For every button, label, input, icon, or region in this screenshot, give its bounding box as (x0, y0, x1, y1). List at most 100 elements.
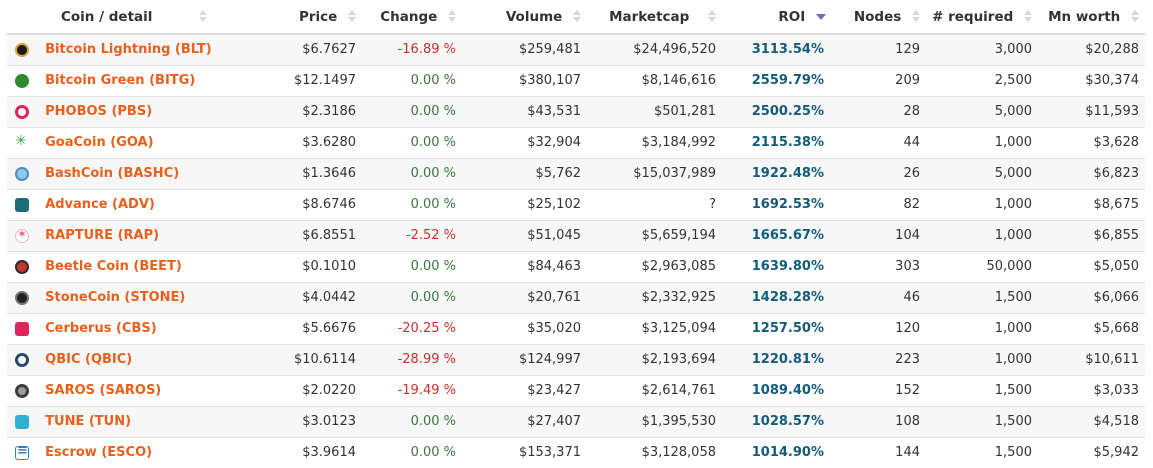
volume-cell: $153,371 (462, 436, 587, 468)
table-body: Bitcoin Lightning (BLT) $6.7627 -16.89 %… (7, 33, 1145, 468)
change-cell: 0.00 % (362, 436, 462, 468)
advance-icon (15, 197, 29, 212)
nodes-cell: 152 (830, 374, 926, 406)
change-cell: -2.52 % (362, 219, 462, 251)
coin-link[interactable]: GoaCoin (GOA) (45, 135, 154, 150)
column-header-volume[interactable]: Volume (462, 0, 587, 35)
nodes-cell: 129 (830, 33, 926, 65)
masternode-table: Coin / detail Price Change Volume Market… (7, 0, 1145, 468)
required-cell: 1,500 (926, 374, 1038, 406)
roi-cell: 1089.40% (722, 374, 830, 406)
column-header-volume-label: Volume (505, 8, 563, 25)
coin-cell: PHOBOS (PBS) (7, 95, 257, 127)
coin-link[interactable]: Bitcoin Lightning (BLT) (45, 42, 212, 58)
qbic-icon (15, 352, 29, 367)
roi-cell: 3113.54% (722, 33, 830, 65)
coin-link[interactable]: QBIC (QBIC) (45, 352, 133, 367)
roi-cell: 1014.90% (722, 436, 830, 468)
column-header-price[interactable]: Price (257, 0, 362, 35)
worth-cell: $4,518 (1038, 405, 1145, 437)
price-cell: $2.3186 (257, 95, 362, 127)
coin-cell: Bitcoin Green (BITG) (7, 64, 257, 96)
volume-cell: $20,761 (462, 281, 587, 313)
price-cell: $12.1497 (257, 64, 362, 96)
sort-icon (199, 10, 208, 23)
column-header-change[interactable]: Change (362, 0, 462, 35)
stonecoin-icon (15, 290, 29, 305)
marketcap-cell: ? (587, 188, 722, 220)
marketcap-cell: $2,614,761 (587, 374, 722, 406)
coin-link[interactable]: StoneCoin (STONE) (45, 290, 186, 305)
column-header-marketcap[interactable]: Marketcap (587, 0, 722, 35)
worth-cell: $30,374 (1038, 64, 1145, 96)
coin-link[interactable]: SAROS (SAROS) (45, 383, 162, 398)
marketcap-cell: $1,395,530 (587, 405, 722, 437)
marketcap-cell: $2,332,925 (587, 281, 722, 313)
roi-cell: 1220.81% (722, 343, 830, 375)
nodes-cell: 108 (830, 405, 926, 437)
roi-cell: 1028.57% (722, 405, 830, 437)
volume-cell: $5,762 (462, 157, 587, 189)
worth-cell: $6,823 (1038, 157, 1145, 189)
coin-link[interactable]: Bitcoin Green (BITG) (45, 73, 196, 88)
column-header-coin[interactable]: Coin / detail (7, 0, 257, 35)
coin-cell: StoneCoin (STONE) (7, 281, 257, 313)
column-header-roi[interactable]: ROI (722, 0, 830, 35)
worth-cell: $5,942 (1038, 436, 1145, 468)
coin-link[interactable]: Escrow (ESCO) (45, 445, 153, 461)
volume-cell: $380,107 (462, 64, 587, 96)
coin-link[interactable]: PHOBOS (PBS) (45, 104, 153, 119)
worth-cell: $6,066 (1038, 281, 1145, 313)
column-header-marketcap-label: Marketcap (609, 8, 690, 25)
worth-cell: $3,033 (1038, 374, 1145, 406)
marketcap-cell: $8,146,616 (587, 64, 722, 96)
change-cell: -19.49 % (362, 374, 462, 406)
column-header-required[interactable]: # required (926, 0, 1038, 35)
coin-link[interactable]: TUNE (TUN) (45, 414, 132, 429)
table-row: RAPTURE (RAP) $6.8551 -2.52 % $51,045 $5… (7, 219, 1145, 251)
volume-cell: $43,531 (462, 95, 587, 127)
coin-cell: Escrow (ESCO) (7, 436, 257, 468)
marketcap-cell: $3,128,058 (587, 436, 722, 468)
change-cell: 0.00 % (362, 157, 462, 189)
worth-cell: $6,855 (1038, 219, 1145, 251)
nodes-cell: 104 (830, 219, 926, 251)
column-header-nodes-label: Nodes (853, 8, 902, 25)
table-row: GoaCoin (GOA) $3.6280 0.00 % $32,904 $3,… (7, 126, 1145, 158)
price-cell: $6.7627 (257, 33, 362, 65)
coin-link[interactable]: Advance (ADV) (45, 197, 155, 212)
coin-link[interactable]: Cerberus (CBS) (45, 321, 157, 336)
coin-cell: SAROS (SAROS) (7, 374, 257, 406)
table-row: PHOBOS (PBS) $2.3186 0.00 % $43,531 $501… (7, 95, 1145, 127)
column-header-nodes[interactable]: Nodes (830, 0, 926, 35)
bashcoin-icon (15, 166, 29, 181)
sort-icon (573, 10, 581, 23)
sort-icon (448, 10, 456, 23)
coin-link[interactable]: RAPTURE (RAP) (45, 228, 160, 243)
roi-cell: 1639.80% (722, 250, 830, 282)
table-row: Beetle Coin (BEET) $0.1010 0.00 % $84,46… (7, 250, 1145, 282)
column-header-worth[interactable]: Mn worth (1038, 0, 1145, 35)
coin-link[interactable]: Beetle Coin (BEET) (45, 259, 182, 274)
roi-cell: 1257.50% (722, 312, 830, 344)
roi-cell: 1692.53% (722, 188, 830, 220)
marketcap-cell: $24,496,520 (587, 33, 722, 65)
table-row: Advance (ADV) $8.6746 0.00 % $25,102 ? 1… (7, 188, 1145, 220)
marketcap-cell: $15,037,989 (587, 157, 722, 189)
required-cell: 1,000 (926, 312, 1038, 344)
worth-cell: $11,593 (1038, 95, 1145, 127)
cerberus-icon (15, 321, 29, 336)
required-cell: 5,000 (926, 157, 1038, 189)
volume-cell: $32,904 (462, 126, 587, 158)
volume-cell: $124,997 (462, 343, 587, 375)
coin-cell: TUNE (TUN) (7, 405, 257, 437)
required-cell: 1,000 (926, 219, 1038, 251)
price-cell: $4.0442 (257, 281, 362, 313)
change-cell: 0.00 % (362, 95, 462, 127)
column-header-worth-label: Mn worth (1048, 8, 1121, 25)
coin-link[interactable]: BashCoin (BASHC) (45, 166, 180, 181)
table-row: StoneCoin (STONE) $4.0442 0.00 % $20,761… (7, 281, 1145, 313)
roi-cell: 1428.28% (722, 281, 830, 313)
table-row: Escrow (ESCO) $3.9614 0.00 % $153,371 $3… (7, 436, 1145, 468)
nodes-cell: 28 (830, 95, 926, 127)
